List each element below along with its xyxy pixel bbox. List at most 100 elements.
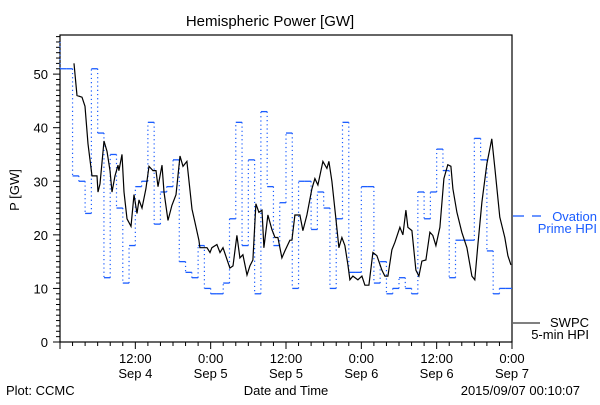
swpc-point (450, 165, 452, 167)
x-tick-date-label: Sep 5 (269, 366, 303, 381)
legend-ovation-label-1: Ovation (552, 209, 597, 224)
swpc-point (447, 164, 449, 165)
swpc-point (267, 214, 269, 216)
swpc-point (91, 175, 93, 177)
swpc-point (219, 252, 221, 253)
swpc-point (198, 239, 200, 241)
y-tick-label: 0 (41, 335, 48, 350)
swpc-point (510, 264, 512, 266)
y-tick-label: 10 (34, 281, 48, 296)
swpc-point (277, 237, 279, 238)
swpc-point (452, 188, 454, 190)
swpc-point (481, 201, 483, 203)
swpc-point (194, 222, 196, 223)
swpc-point (338, 247, 340, 249)
swpc-point (461, 231, 463, 233)
chart-title: Hemispheric Power [GW] (186, 13, 354, 30)
swpc-point (167, 220, 169, 221)
x-tick-date-label: Sep 4 (118, 366, 152, 381)
legend-ovation-label-2: Prime HPI (538, 221, 597, 236)
swpc-point (84, 105, 86, 107)
swpc-point (216, 244, 218, 245)
swpc-point (326, 168, 328, 169)
swpc-point (123, 191, 125, 193)
swpc-point (81, 96, 83, 98)
swpc-point (242, 254, 244, 255)
swpc-point (222, 247, 224, 249)
x-tick-time-label: 12:00 (420, 351, 453, 366)
swpc-point (411, 230, 413, 231)
swpc-point (87, 143, 89, 145)
plot-frame (59, 34, 513, 343)
swpc-point (138, 199, 140, 201)
swpc-point (474, 279, 476, 281)
swpc-point (328, 161, 330, 162)
swpc-point (381, 269, 383, 271)
swpc-point (368, 284, 370, 286)
swpc-point (263, 247, 265, 249)
swpc-point (335, 218, 337, 220)
swpc-point (306, 214, 308, 216)
swpc-point (364, 284, 366, 286)
swpc-point (499, 216, 501, 218)
swpc-point (179, 155, 181, 157)
swpc-point (118, 170, 120, 171)
swpc-point (161, 164, 163, 166)
swpc-point (361, 275, 363, 277)
swpc-point (491, 138, 493, 140)
swpc-point (114, 175, 116, 177)
swpc-point (302, 230, 304, 231)
swpc-point (186, 161, 188, 162)
swpc-point (425, 259, 427, 261)
swpc-point (232, 265, 234, 267)
swpc-point (103, 140, 105, 142)
y-tick-label: 20 (34, 228, 48, 243)
swpc-point (349, 279, 351, 281)
x-tick-time-label: 0:00 (349, 351, 374, 366)
swpc-point (384, 275, 386, 277)
swpc-point (121, 154, 123, 155)
swpc-point (136, 213, 138, 214)
swpc-point (258, 212, 260, 213)
swpc-point (130, 225, 132, 227)
series-swpc (73, 63, 512, 286)
swpc-point (486, 163, 488, 164)
swpc-point (405, 209, 407, 211)
swpc-point (494, 168, 496, 169)
swpc-point (443, 178, 445, 179)
swpc-point (145, 188, 147, 190)
swpc-point (229, 267, 231, 269)
swpc-point (209, 252, 211, 253)
legend-swpc-label-1: SWPC (550, 315, 589, 330)
swpc-point (466, 247, 468, 249)
x-tick-date-label: Sep 5 (194, 366, 228, 381)
swpc-point (206, 247, 208, 249)
series-ovation-prime (59, 41, 512, 295)
swpc-point (126, 218, 128, 220)
swpc-line (73, 63, 512, 286)
swpc-point (211, 247, 213, 249)
x-tick-time-label: 0:00 (198, 351, 223, 366)
swpc-point (111, 191, 113, 193)
swpc-point (456, 212, 458, 213)
x-tick-time-label: 12:00 (270, 351, 303, 366)
swpc-point (106, 150, 108, 152)
x-axis-label: Date and Time (244, 383, 329, 398)
swpc-point (376, 255, 378, 257)
swpc-point (352, 275, 354, 277)
swpc-point (407, 227, 409, 228)
swpc-point (477, 245, 479, 246)
swpc-point (294, 214, 296, 216)
plot-credit: Plot: CCMC (6, 383, 75, 398)
swpc-point (432, 235, 434, 236)
swpc-point (191, 208, 193, 210)
swpc-point (387, 275, 389, 277)
swpc-point (246, 274, 248, 276)
swpc-point (155, 170, 157, 171)
swpc-point (236, 235, 238, 236)
x-tick-time-label: 12:00 (119, 351, 152, 366)
swpc-point (249, 265, 251, 267)
swpc-point (347, 264, 349, 266)
swpc-point (76, 95, 78, 96)
